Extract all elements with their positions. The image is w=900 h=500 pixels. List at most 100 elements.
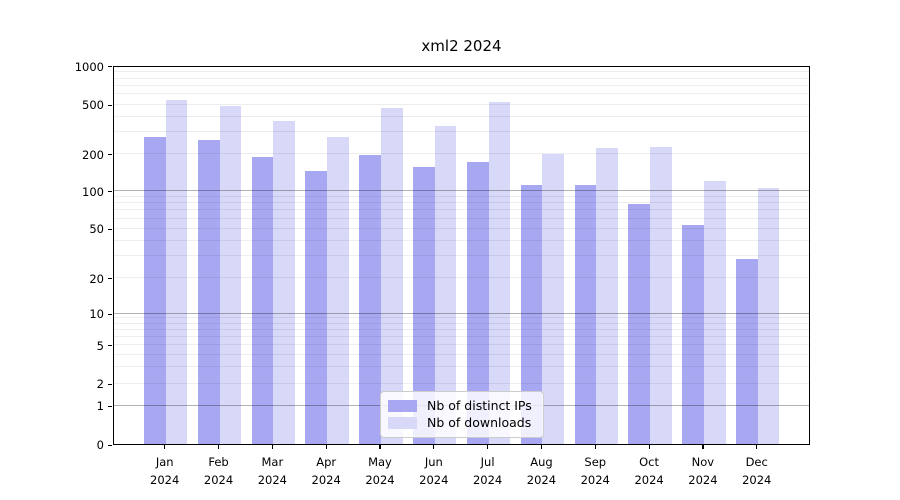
y-tick-label: 2 (96, 377, 104, 392)
y-tick-label: 1000 (74, 59, 104, 74)
bar-oct-distinct-ips (628, 204, 651, 444)
gridline-minor (114, 353, 809, 355)
x-tick-label: Jun 2024 (419, 455, 449, 487)
y-tick-mark (108, 66, 112, 68)
gridline-minor (114, 77, 809, 79)
bar-feb-downloads (219, 106, 242, 444)
x-tick-label: Jul 2024 (472, 455, 503, 487)
x-tick-mark (433, 445, 435, 449)
gridline-minor (114, 277, 809, 278)
bar-dec-distinct-ips (736, 259, 758, 444)
bar-nov-distinct-ips (682, 224, 704, 444)
legend-item: Nb of distinct IPs (388, 397, 535, 414)
x-tick-label: Mar 2024 (257, 455, 287, 487)
bar-jun-downloads (434, 125, 457, 444)
x-tick-mark (218, 445, 220, 449)
y-tick-label: 500 (82, 98, 104, 112)
x-tick-label: Apr 2024 (311, 455, 341, 487)
x-tick-mark (702, 445, 704, 449)
legend-label-downloads: Nb of downloads (427, 415, 532, 430)
x-tick-label: Sep 2024 (580, 455, 610, 487)
gridline-minor (114, 209, 809, 211)
gridline-minor (114, 322, 809, 324)
bar-apr-distinct-ips (305, 170, 328, 444)
bar-oct-downloads (650, 147, 672, 444)
x-tick-mark (487, 445, 489, 449)
y-tick-mark (108, 278, 112, 280)
bar-sep-distinct-ips (574, 185, 597, 444)
bar-jun-distinct-ips (413, 167, 435, 444)
x-tick-mark (164, 445, 166, 449)
gridline-minor (114, 217, 809, 219)
gridline-minor (114, 153, 809, 155)
bar-dec-downloads (757, 188, 780, 444)
gridline-minor (114, 317, 809, 319)
x-tick-mark (379, 445, 381, 449)
x-tick-label: Aug 2024 (526, 455, 557, 487)
bar-jul-downloads (488, 102, 511, 444)
y-tick-label: 0 (96, 438, 104, 452)
y-tick-label: 10 (89, 307, 104, 321)
gridline-minor (114, 239, 809, 241)
bar-jan-distinct-ips (144, 137, 166, 444)
plot-area (113, 66, 810, 445)
y-tick-label: 20 (89, 271, 104, 286)
gridline-minor (114, 365, 809, 367)
x-tick-label: Nov 2024 (688, 455, 718, 487)
x-tick-mark (271, 445, 274, 449)
bar-feb-distinct-ips (197, 140, 220, 444)
gridline-minor (114, 328, 809, 330)
legend-item: Nb of downloads (388, 414, 535, 431)
bar-mar-distinct-ips (251, 157, 274, 444)
gridline-minor (114, 71, 809, 73)
y-tick-label: 5 (96, 338, 104, 353)
y-tick-label: 200 (82, 147, 104, 162)
bar-mar-downloads (273, 120, 296, 444)
gridline-minor (114, 202, 809, 204)
y-tick-mark (108, 405, 112, 407)
y-tick-mark (108, 383, 112, 385)
x-tick-mark (756, 445, 758, 449)
y-tick-mark (108, 313, 112, 315)
x-tick-mark (325, 445, 327, 449)
y-tick-label: 50 (89, 222, 104, 236)
y-tick-mark (108, 444, 112, 446)
bar-jan-downloads (165, 99, 188, 444)
y-tick-mark (108, 191, 112, 193)
y-tick-label: 1 (96, 399, 104, 414)
gridline-minor (114, 255, 809, 257)
y-tick-mark (108, 345, 112, 347)
gridline-minor (114, 131, 809, 133)
gridline-minor (114, 382, 809, 384)
legend: Nb of distinct IPs Nb of downloads (380, 391, 544, 438)
y-tick-label: 100 (82, 184, 104, 199)
legend-swatch-distinct-ips (388, 399, 417, 412)
legend-label-distinct-ips: Nb of distinct IPs (427, 398, 532, 413)
x-tick-label: Dec 2024 (742, 455, 772, 487)
bar-may-downloads (380, 107, 403, 444)
y-tick-mark (108, 104, 112, 106)
bar-jul-distinct-ips (466, 161, 489, 444)
bar-may-distinct-ips (359, 155, 381, 444)
gridline-minor (114, 93, 809, 95)
x-tick-mark (648, 445, 650, 449)
legend-swatch-downloads (388, 416, 417, 429)
gridline-major (114, 190, 809, 192)
x-tick-label: May 2024 (365, 455, 395, 487)
gridline-minor (114, 84, 809, 86)
bar-aug-distinct-ips (520, 185, 543, 444)
gridline-minor (114, 115, 809, 117)
x-tick-mark (540, 445, 543, 449)
gridline-minor (114, 103, 809, 105)
gridline-minor (114, 195, 809, 197)
bar-sep-downloads (596, 148, 618, 444)
chart-title: xml2 2024 (421, 37, 502, 55)
bar-aug-downloads (542, 153, 565, 444)
bar-nov-downloads (703, 180, 726, 444)
y-tick-mark (108, 228, 112, 230)
y-tick-mark (108, 154, 112, 156)
gridline-major (114, 312, 809, 314)
x-tick-label: Jan 2024 (150, 455, 180, 487)
gridline-minor (114, 335, 809, 337)
x-tick-mark (594, 445, 596, 449)
